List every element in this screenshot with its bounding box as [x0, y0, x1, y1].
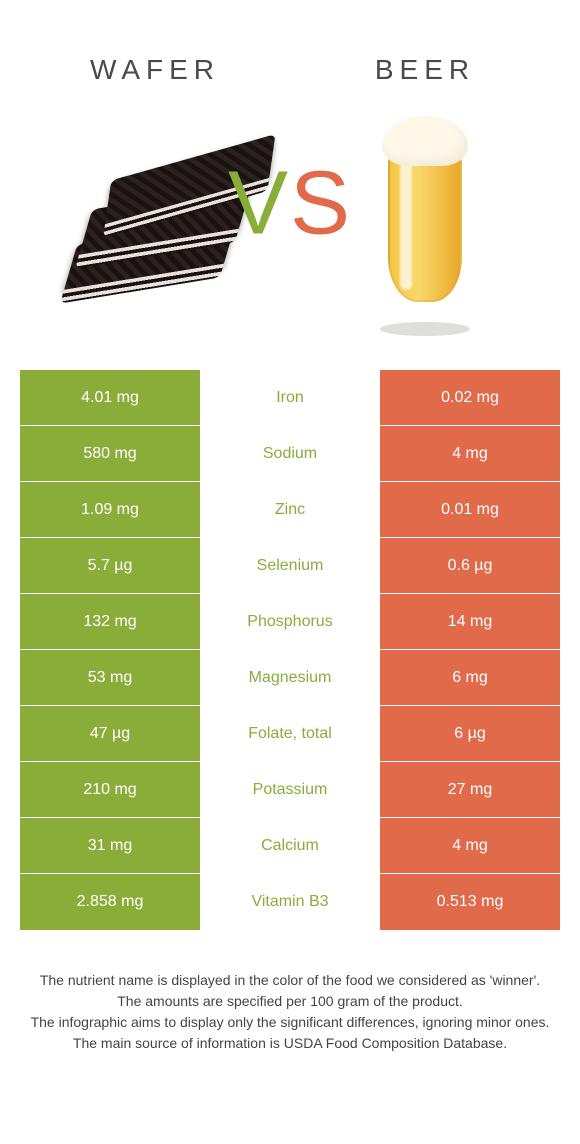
table-row: 210 mgPotassium27 mg: [20, 762, 560, 818]
table-row: 4.01 mgIron0.02 mg: [20, 370, 560, 426]
footer-line: The main source of information is USDA F…: [30, 1033, 550, 1054]
left-value: 4.01 mg: [20, 370, 200, 425]
nutrient-name: Zinc: [200, 482, 380, 537]
right-title: Beer: [375, 54, 475, 86]
vs-v: V: [228, 153, 290, 253]
nutrient-name: Phosphorus: [200, 594, 380, 649]
nutrient-name: Selenium: [200, 538, 380, 593]
right-value: 4 mg: [380, 818, 560, 873]
nutrient-name: Potassium: [200, 762, 380, 817]
comparison-header: Wafer VS Beer: [0, 0, 580, 370]
right-value: 6 µg: [380, 706, 560, 761]
nutrient-name: Iron: [200, 370, 380, 425]
vs-label: VS: [228, 152, 352, 255]
left-value: 2.858 mg: [20, 874, 200, 930]
right-value: 4 mg: [380, 426, 560, 481]
footer-line: The infographic aims to display only the…: [30, 1012, 550, 1033]
left-value: 1.09 mg: [20, 482, 200, 537]
nutrient-name: Vitamin B3: [200, 874, 380, 930]
nutrient-table: 4.01 mgIron0.02 mg580 mgSodium4 mg1.09 m…: [20, 370, 560, 930]
right-value: 0.02 mg: [380, 370, 560, 425]
right-value: 0.6 µg: [380, 538, 560, 593]
right-value: 0.01 mg: [380, 482, 560, 537]
footer-line: The nutrient name is displayed in the co…: [30, 970, 550, 991]
table-row: 47 µgFolate, total6 µg: [20, 706, 560, 762]
nutrient-name: Folate, total: [200, 706, 380, 761]
table-row: 53 mgMagnesium6 mg: [20, 650, 560, 706]
table-row: 2.858 mgVitamin B30.513 mg: [20, 874, 560, 930]
table-row: 132 mgPhosphorus14 mg: [20, 594, 560, 650]
table-row: 580 mgSodium4 mg: [20, 426, 560, 482]
nutrient-name: Calcium: [200, 818, 380, 873]
right-value: 6 mg: [380, 650, 560, 705]
nutrient-name: Sodium: [200, 426, 380, 481]
table-row: 5.7 µgSelenium0.6 µg: [20, 538, 560, 594]
right-value: 0.513 mg: [380, 874, 560, 930]
wafer-image: [55, 116, 255, 336]
footer-line: The amounts are specified per 100 gram o…: [30, 991, 550, 1012]
footer-notes: The nutrient name is displayed in the co…: [30, 970, 550, 1054]
left-value: 31 mg: [20, 818, 200, 873]
left-value: 5.7 µg: [20, 538, 200, 593]
left-value: 47 µg: [20, 706, 200, 761]
table-row: 1.09 mgZinc0.01 mg: [20, 482, 560, 538]
right-value: 27 mg: [380, 762, 560, 817]
left-title: Wafer: [90, 54, 220, 86]
vs-s: S: [290, 153, 352, 253]
left-value: 210 mg: [20, 762, 200, 817]
left-value: 580 mg: [20, 426, 200, 481]
right-value: 14 mg: [380, 594, 560, 649]
nutrient-name: Magnesium: [200, 650, 380, 705]
table-row: 31 mgCalcium4 mg: [20, 818, 560, 874]
left-value: 132 mg: [20, 594, 200, 649]
beer-image: [325, 116, 525, 336]
left-value: 53 mg: [20, 650, 200, 705]
